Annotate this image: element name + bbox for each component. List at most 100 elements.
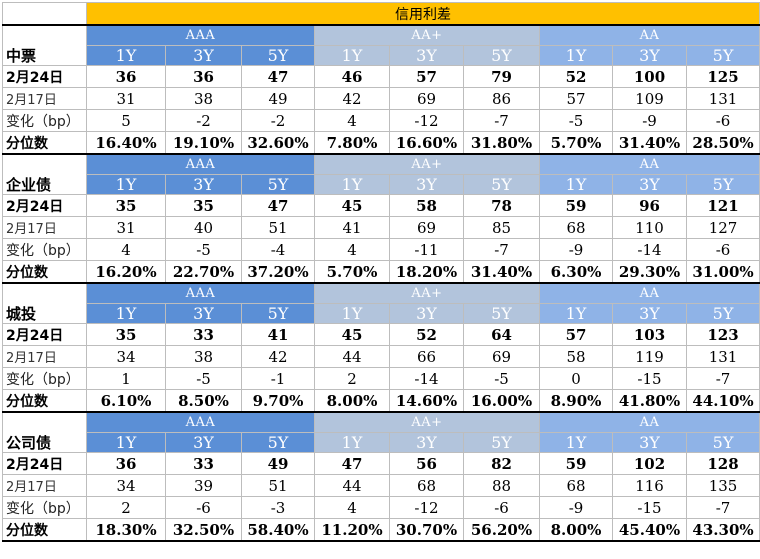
tenor-header-aa-plus-1y: 1Y — [314, 45, 390, 66]
value-cell: 102 — [612, 452, 687, 475]
tenor-header-aaa-3y: 3Y — [165, 303, 242, 324]
tenor-header-aa-5y: 5Y — [685, 303, 760, 324]
value-cell: -7 — [463, 238, 540, 261]
value-cell: 19.10% — [165, 131, 242, 155]
value-cell: 31.40% — [612, 131, 687, 155]
value-cell: 22.70% — [165, 260, 242, 284]
value-cell: 6.30% — [539, 260, 613, 284]
value-cell: 39 — [165, 474, 242, 497]
value-cell: 109 — [612, 87, 687, 110]
value-cell: 79 — [463, 65, 540, 88]
value-cell: 31.00% — [685, 260, 760, 284]
value-cell: 42 — [241, 345, 315, 368]
value-cell: 16.20% — [86, 260, 166, 284]
tenor-header-aa-3y: 3Y — [612, 174, 687, 195]
value-cell: -5 — [165, 238, 242, 261]
value-cell: 41.80% — [612, 389, 687, 413]
value-cell: 58 — [539, 345, 613, 368]
value-cell: 49 — [241, 452, 315, 475]
value-cell: 131 — [685, 345, 760, 368]
value-cell: 11.20% — [314, 518, 390, 542]
value-cell: 56 — [389, 452, 464, 475]
value-cell: 33 — [165, 452, 242, 475]
value-cell: 4 — [314, 109, 390, 132]
value-cell: 47 — [241, 194, 315, 217]
value-cell: 57 — [539, 87, 613, 110]
value-cell: 58.40% — [241, 518, 315, 542]
current-row: 2月24日 35 35 47 45 58 78 59 96 121 — [2, 194, 760, 217]
value-cell: 16.00% — [463, 389, 540, 413]
percentile-label: 分位数 — [2, 518, 87, 542]
value-cell: 36 — [86, 65, 166, 88]
value-cell: 100 — [612, 65, 687, 88]
value-cell: 125 — [685, 65, 760, 88]
tenor-header-aa-5y: 5Y — [685, 432, 760, 453]
value-cell: -2 — [241, 109, 315, 132]
value-cell: -15 — [612, 496, 687, 519]
change-label: 变化（bp） — [2, 238, 87, 261]
tenor-header-aa-plus-5y: 5Y — [463, 45, 540, 66]
value-cell: 8.00% — [314, 389, 390, 413]
value-cell: 29.30% — [612, 260, 687, 284]
current-row: 2月24日 36 33 49 47 56 82 59 102 128 — [2, 452, 760, 475]
credit-spread-table: 信用利差 中票 AAA AA+ AA 1Y 3Y 5Y 1Y 3Y 5Y 1Y 3Y 5Y 2月24日 36… — [2, 2, 760, 542]
section-name-cell: 企业债 — [2, 153, 87, 195]
value-cell: 78 — [463, 194, 540, 217]
value-cell: 2 — [314, 367, 390, 390]
grade-header-aaa: AAA — [86, 153, 315, 175]
grade-header-aa-plus: AA+ — [314, 411, 540, 433]
value-cell: -5 — [165, 367, 242, 390]
percentile-row: 分位数 18.30% 32.50% 58.40% 11.20% 30.70% 56.20% 8… — [2, 518, 760, 542]
value-cell: 135 — [685, 474, 760, 497]
value-cell: 127 — [685, 216, 760, 239]
value-cell: 16.40% — [86, 131, 166, 155]
value-cell: -2 — [165, 109, 242, 132]
value-cell: -5 — [539, 109, 613, 132]
tenor-header-aaa-3y: 3Y — [165, 174, 242, 195]
value-cell: 35 — [86, 194, 166, 217]
title-row: 信用利差 — [2, 2, 760, 26]
value-cell: 66 — [389, 345, 464, 368]
section-name: 城投 — [6, 305, 37, 323]
value-cell: -14 — [612, 238, 687, 261]
value-cell: 5.70% — [314, 260, 390, 284]
tenor-header-aa-plus-1y: 1Y — [314, 432, 390, 453]
value-cell: -4 — [241, 238, 315, 261]
tenor-header-aa-5y: 5Y — [685, 45, 760, 66]
section-name: 中票 — [6, 47, 37, 65]
tenor-header-aaa-3y: 3Y — [165, 432, 242, 453]
value-cell: 31.40% — [463, 260, 540, 284]
value-cell: 44 — [314, 474, 390, 497]
value-cell: -7 — [685, 367, 760, 390]
tenor-header-aa-3y: 3Y — [612, 432, 687, 453]
value-cell: -9 — [612, 109, 687, 132]
value-cell: 69 — [463, 345, 540, 368]
grade-header-aa: AA — [538, 282, 760, 304]
tenor-header-aa-plus-5y: 5Y — [463, 174, 540, 195]
value-cell: 8.90% — [539, 389, 613, 413]
previous-label: 2月17日 — [2, 345, 87, 368]
change-row: 变化（bp） 5 -2 -2 4 -12 -7 -5 -9 -6 — [2, 109, 760, 132]
value-cell: -6 — [165, 496, 242, 519]
value-cell: 18.20% — [389, 260, 464, 284]
value-cell: 40 — [165, 216, 242, 239]
value-cell: 8.00% — [539, 518, 613, 542]
value-cell: 46 — [314, 65, 390, 88]
value-cell: 41 — [241, 323, 315, 346]
value-cell: 51 — [241, 216, 315, 239]
value-cell: 116 — [612, 474, 687, 497]
value-cell: 38 — [165, 87, 242, 110]
value-cell: 45 — [314, 323, 390, 346]
change-row: 变化（bp） 2 -6 -3 4 -12 -6 -9 -15 -7 — [2, 496, 760, 519]
value-cell: 96 — [612, 194, 687, 217]
value-cell: 57 — [539, 323, 613, 346]
value-cell: 4 — [314, 238, 390, 261]
tenor-header-aa-1y: 1Y — [539, 303, 613, 324]
value-cell: -1 — [241, 367, 315, 390]
value-cell: 32.60% — [241, 131, 315, 155]
value-cell: 36 — [165, 65, 242, 88]
tenor-header-aaa-5y: 5Y — [241, 303, 315, 324]
value-cell: 36 — [86, 452, 166, 475]
tenor-header-aa-plus-1y: 1Y — [314, 303, 390, 324]
section-name-cell: 城投 — [2, 282, 87, 324]
